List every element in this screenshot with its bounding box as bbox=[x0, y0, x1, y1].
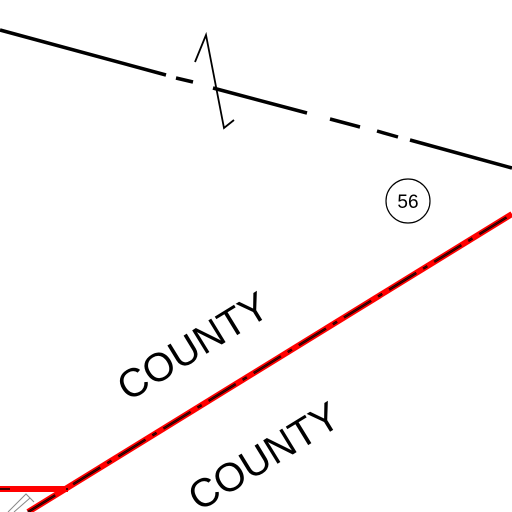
county-label-upper: COUNTY bbox=[110, 284, 277, 410]
corner-hatch bbox=[7, 493, 35, 512]
county-boundary-line bbox=[26, 211, 512, 512]
county-label-lower: COUNTY bbox=[181, 394, 348, 512]
boundary-line-dashed bbox=[175, 76, 399, 139]
boundary-line-solid-right bbox=[409, 138, 512, 170]
parcel-number: 56 bbox=[397, 192, 418, 213]
boundary-line-solid-left bbox=[0, 28, 167, 77]
parcel-badge: 56 bbox=[385, 178, 431, 224]
break-symbol bbox=[194, 31, 235, 130]
